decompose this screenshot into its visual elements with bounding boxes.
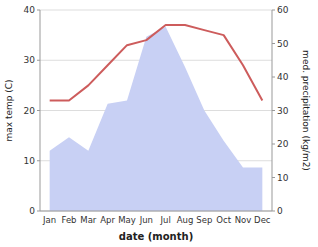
y-tick xyxy=(37,160,40,161)
y2-tick xyxy=(272,211,275,212)
x-tick-label: Feb xyxy=(61,215,76,225)
x-tick-label: Dec xyxy=(254,215,271,225)
y2-tick-label: 30 xyxy=(277,106,289,116)
y-tick-label: 30 xyxy=(24,55,36,65)
x-tick-label: Jul xyxy=(160,215,171,225)
x-tick-label: Apr xyxy=(100,215,115,225)
precipitation-area xyxy=(50,27,263,211)
y2-tick xyxy=(272,77,275,78)
y-tick-label: 0 xyxy=(29,206,35,216)
y2-tick-label: 0 xyxy=(277,206,283,216)
x-tick-label: Jun xyxy=(139,215,153,225)
y2-tick-label: 40 xyxy=(277,72,289,82)
y-tick-label: 10 xyxy=(24,156,36,166)
x-tick-label: Nov xyxy=(235,215,252,225)
x-axis-label: date (month) xyxy=(119,231,193,242)
y2-tick-label: 10 xyxy=(277,173,289,183)
y2-tick-label: 60 xyxy=(277,5,289,15)
x-tick-label: Jan xyxy=(42,215,56,225)
y-tick-label: 20 xyxy=(24,106,36,116)
x-tick-label: Aug xyxy=(177,215,194,225)
y-axis-label: max temp (C) xyxy=(4,79,14,141)
y2-tick xyxy=(272,144,275,145)
y2-tick xyxy=(272,10,275,11)
y-tick xyxy=(37,211,40,212)
y2-tick-label: 20 xyxy=(277,139,289,149)
x-tick-label: Oct xyxy=(216,215,231,225)
grid-line xyxy=(40,10,272,11)
y-tick xyxy=(37,110,40,111)
y-tick xyxy=(37,60,40,61)
y2-tick xyxy=(272,43,275,44)
chart: 0 10 20 30 40 0 10 20 30 40 50 60 Jan Feb MarAprMayJun… xyxy=(0,0,318,247)
y-tick-label: 40 xyxy=(24,5,36,15)
y2-tick-label: 50 xyxy=(277,39,289,49)
x-tick-label: Sep xyxy=(196,215,212,225)
y2-axis-label: med. precipitation (kg/m2) xyxy=(301,50,311,171)
y-tick xyxy=(37,10,40,11)
x-tick-label: Mar xyxy=(80,215,97,225)
x-axis-line xyxy=(40,211,272,212)
chart-container: 0 10 20 30 40 0 10 20 30 40 50 60 Jan Feb MarAprMayJun… xyxy=(0,0,318,247)
x-tick-label: May xyxy=(118,215,136,225)
y2-tick xyxy=(272,177,275,178)
plot-area xyxy=(50,25,263,211)
y2-tick xyxy=(272,110,275,111)
temperature-line xyxy=(50,25,263,100)
grid-line xyxy=(40,211,272,212)
